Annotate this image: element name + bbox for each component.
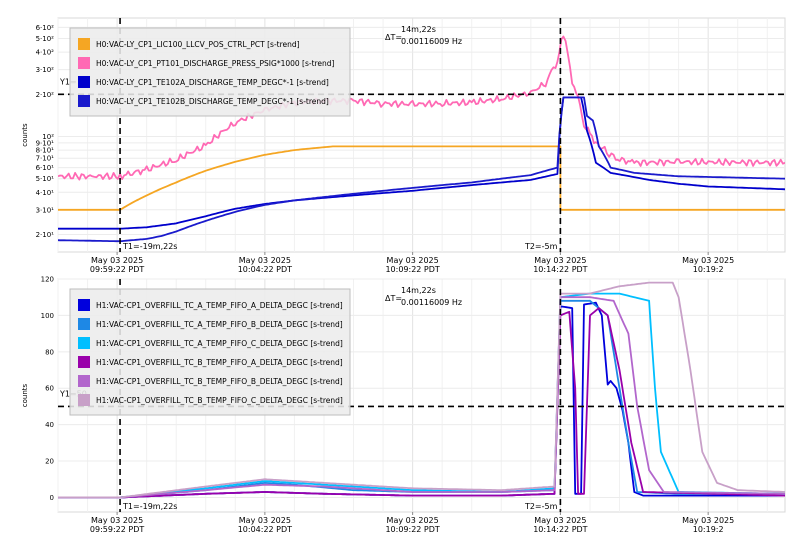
legend-swatch bbox=[78, 38, 90, 50]
series-line bbox=[58, 96, 785, 243]
cursor-t2-label: T2=-5m bbox=[524, 242, 558, 251]
legend-swatch bbox=[78, 57, 90, 69]
cursor-t2-label: T2=-5m bbox=[524, 502, 558, 511]
delta-t-value: 14m,22s bbox=[401, 25, 436, 34]
legend-entry: H0:VAC-LY_CP1_TE102B_DISCHARGE_TEMP_DEGC… bbox=[96, 97, 329, 106]
delta-t-label: ΔT= bbox=[385, 33, 402, 42]
y-tick-label: 60 bbox=[45, 385, 54, 393]
y-tick-label: 3·10² bbox=[36, 66, 55, 74]
series-group bbox=[58, 35, 785, 243]
x-tick-label: 10:14:22 PDT bbox=[533, 265, 587, 274]
y-axis-label: counts bbox=[21, 123, 29, 147]
y-tick-label: 4·10¹ bbox=[36, 189, 55, 197]
legend-entry: H0:VAC-LY_CP1_PT101_DISCHARGE_PRESS_PSIG… bbox=[96, 59, 335, 68]
legend-swatch bbox=[78, 318, 90, 330]
chart-panel-1: 2·10¹ 3·10¹ 4·10¹ 5·10¹ 6·10¹7·10¹8·10¹9·10¹… bbox=[21, 17, 786, 274]
legend-swatch bbox=[78, 337, 90, 349]
cursor-t1-label: T1=-19m,22s bbox=[122, 242, 177, 251]
x-tick-label: 10:09:22 PDT bbox=[385, 525, 439, 534]
x-tick-label: May 03 2025 bbox=[91, 256, 143, 265]
y-axis-label: counts bbox=[21, 383, 29, 407]
legend-entry: H1:VAC-CP1_OVERFILL_TC_B_TEMP_FIFO_C_DEL… bbox=[96, 396, 343, 405]
x-tick-label: 10:09:22 PDT bbox=[385, 265, 439, 274]
x-tick-label: May 03 2025 bbox=[239, 256, 291, 265]
x-tick-label: 10:19:2 bbox=[693, 265, 724, 274]
y-tick-label: 5·10² bbox=[36, 35, 55, 43]
y-tick-label: 0 bbox=[50, 494, 54, 502]
y-tick-label: 8·10¹ bbox=[36, 147, 55, 155]
legend-swatch bbox=[78, 76, 90, 88]
x-tick-label: May 03 2025 bbox=[534, 256, 586, 265]
legend-entry: H1:VAC-CP1_OVERFILL_TC_A_TEMP_FIFO_C_DEL… bbox=[96, 339, 343, 348]
legend-entry: H0:VAC-LY_CP1_TE102A_DISCHARGE_TEMP_DEGC… bbox=[96, 78, 329, 87]
x-tick-label: May 03 2025 bbox=[534, 516, 586, 525]
x-tick-label: 10:04:22 PDT bbox=[238, 525, 292, 534]
y-tick-label: 7·10¹ bbox=[36, 155, 55, 163]
legend-swatch bbox=[78, 95, 90, 107]
legend: H0:VAC-LY_CP1_LIC100_LLCV_POS_CTRL_PCT [… bbox=[69, 27, 351, 117]
series-line bbox=[58, 96, 785, 230]
legend: H1:VAC-CP1_OVERFILL_TC_A_TEMP_FIFO_A_DEL… bbox=[69, 288, 351, 416]
cursor-t1-label: T1=-19m,22s bbox=[122, 502, 177, 511]
legend-swatch bbox=[78, 356, 90, 368]
x-tick-label: May 03 2025 bbox=[387, 256, 439, 265]
legend-entry: H1:VAC-CP1_OVERFILL_TC_B_TEMP_FIFO_B_DEL… bbox=[96, 377, 343, 386]
legend-swatch bbox=[78, 394, 90, 406]
legend-entry: H1:VAC-CP1_OVERFILL_TC_A_TEMP_FIFO_A_DEL… bbox=[96, 301, 343, 310]
y-tick-label: 10² bbox=[42, 133, 54, 141]
x-tick-label: 10:14:22 PDT bbox=[533, 525, 587, 534]
legend-entry: H1:VAC-CP1_OVERFILL_TC_B_TEMP_FIFO_A_DEL… bbox=[96, 358, 343, 367]
y-tick-label: 80 bbox=[45, 348, 54, 356]
series-line bbox=[58, 296, 785, 499]
delta-t-label: ΔT= bbox=[385, 294, 402, 303]
delta-t-frequency: 0.00116009 Hz bbox=[401, 37, 462, 46]
legend-box bbox=[69, 288, 351, 416]
legend-swatch bbox=[78, 299, 90, 311]
y-tick-label: 6·10² bbox=[36, 24, 55, 32]
legend-entry: H0:VAC-LY_CP1_LIC100_LLCV_POS_CTRL_PCT [… bbox=[96, 40, 300, 49]
x-tick-label: May 03 2025 bbox=[682, 516, 734, 525]
series-line bbox=[58, 292, 785, 499]
y-tick-label: 4·10² bbox=[36, 49, 55, 57]
y-tick-label: 2·10² bbox=[36, 91, 55, 99]
y-tick-label: 120 bbox=[41, 276, 54, 284]
cursor-y-label: Y1= bbox=[59, 77, 77, 86]
delta-t-frequency: 0.00116009 Hz bbox=[401, 298, 462, 307]
legend-box bbox=[69, 27, 351, 117]
x-tick-label: May 03 2025 bbox=[387, 516, 439, 525]
x-tick-label: 10:04:22 PDT bbox=[238, 265, 292, 274]
series-group bbox=[58, 281, 785, 499]
y-tick-label: 6·10¹ bbox=[36, 164, 55, 172]
x-tick-label: 09:59:22 PDT bbox=[90, 265, 144, 274]
y-tick-label: 20 bbox=[45, 458, 54, 466]
legend-swatch bbox=[78, 375, 90, 387]
y-tick-label: 2·10¹ bbox=[36, 231, 55, 239]
series-line bbox=[58, 35, 785, 181]
y-tick-label: 100 bbox=[41, 312, 54, 320]
y-tick-label: 9·10¹ bbox=[36, 139, 55, 147]
x-tick-label: May 03 2025 bbox=[239, 516, 291, 525]
y-tick-label: 5·10¹ bbox=[36, 175, 55, 183]
x-tick-label: May 03 2025 bbox=[91, 516, 143, 525]
x-tick-label: May 03 2025 bbox=[682, 256, 734, 265]
series-line bbox=[58, 281, 785, 499]
delta-t-value: 14m,22s bbox=[401, 286, 436, 295]
y-tick-label: 3·10¹ bbox=[36, 206, 55, 214]
x-tick-label: 09:59:22 PDT bbox=[90, 525, 144, 534]
y-tick-label: 40 bbox=[45, 421, 54, 429]
series-line bbox=[58, 145, 785, 211]
legend-entry: H1:VAC-CP1_OVERFILL_TC_A_TEMP_FIFO_B_DEL… bbox=[96, 320, 343, 329]
x-tick-label: 10:19:2 bbox=[693, 525, 724, 534]
